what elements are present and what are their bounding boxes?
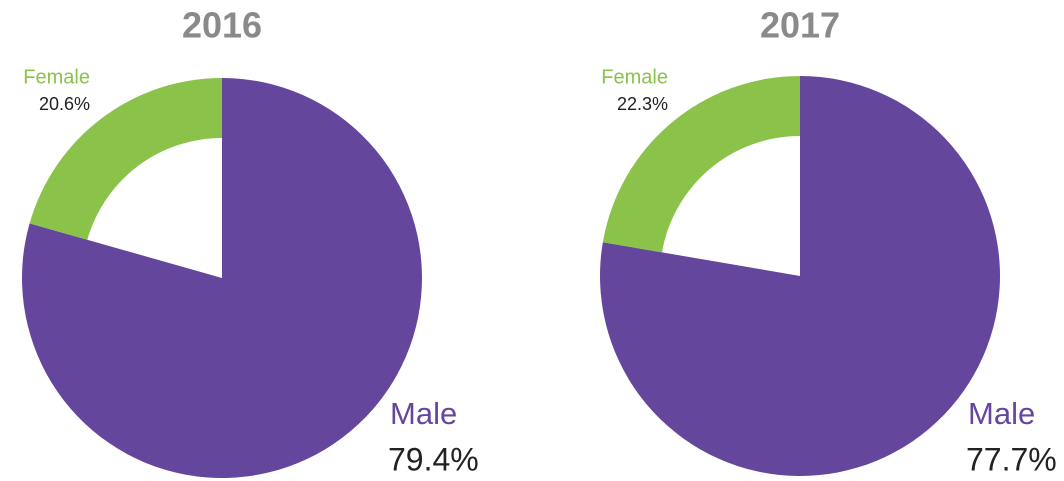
slice-name: Male bbox=[968, 396, 1035, 431]
slice-value: 79.4% bbox=[388, 441, 479, 477]
slice-value: 22.3% bbox=[617, 94, 668, 114]
pie-slice bbox=[602, 76, 800, 253]
slice-name: Female bbox=[23, 66, 90, 88]
pie-slice bbox=[29, 78, 222, 240]
slice-value: 20.6% bbox=[39, 94, 90, 114]
slice-name: Female bbox=[601, 66, 668, 88]
chart-title: 2016 bbox=[182, 5, 262, 46]
slice-value: 77.7% bbox=[966, 441, 1057, 477]
chart-title: 2017 bbox=[760, 5, 840, 46]
pie-slice bbox=[600, 76, 1000, 476]
slice-name: Male bbox=[390, 396, 457, 431]
pie-slice bbox=[21, 78, 422, 478]
